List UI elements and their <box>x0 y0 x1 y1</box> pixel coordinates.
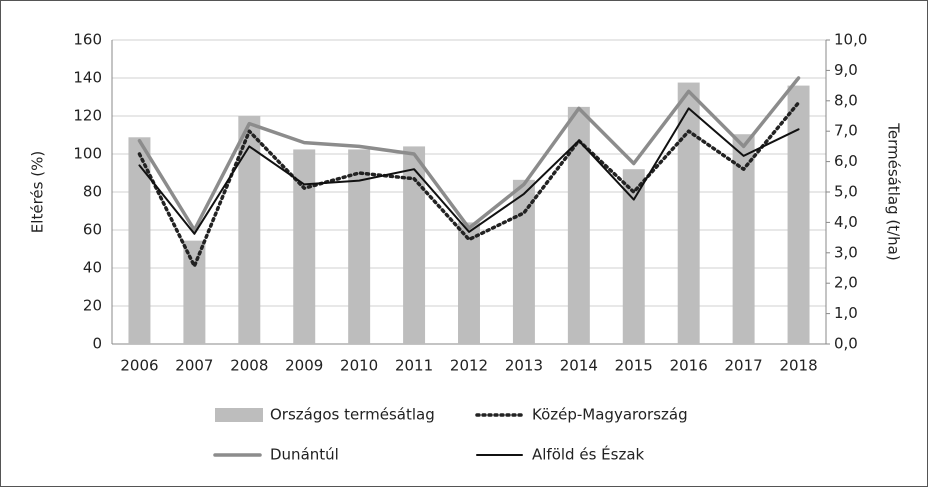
y-tick-label: 40 <box>83 259 102 277</box>
bar <box>403 146 426 344</box>
y2-axis-title: Termésátlag (t/ha) <box>885 122 903 260</box>
bar <box>128 137 151 344</box>
y-tick-label: 0 <box>92 335 102 353</box>
y2-tick-label: 9,0 <box>834 61 858 79</box>
x-tick-label: 2013 <box>505 357 543 375</box>
bar <box>293 149 316 344</box>
y2-tick-label: 6,0 <box>834 152 858 170</box>
y2-tick-label: 3,0 <box>834 243 858 261</box>
y-tick-label: 140 <box>73 69 102 87</box>
bar <box>787 85 810 344</box>
y2-tick-label: 7,0 <box>834 122 858 140</box>
x-tick-label: 2010 <box>340 357 378 375</box>
y2-tick-label: 8,0 <box>834 91 858 109</box>
bar <box>622 169 645 344</box>
y2-tick-label: 1,0 <box>834 304 858 322</box>
x-tick-label: 2006 <box>120 357 158 375</box>
legend-label: Dunántúl <box>270 446 339 464</box>
y2-tick-label: 2,0 <box>834 274 858 292</box>
x-tick-label: 2012 <box>450 357 488 375</box>
x-tick-label: 2008 <box>230 357 268 375</box>
bar <box>567 106 590 344</box>
y-tick-label: 20 <box>83 297 102 315</box>
bar <box>677 82 700 344</box>
x-tick-label: 2016 <box>670 357 708 375</box>
legend-label: Országos termésátlag <box>270 406 435 424</box>
bar <box>458 222 480 344</box>
bar <box>348 149 371 344</box>
line <box>137 100 801 268</box>
bar <box>238 116 261 344</box>
legend-label: Alföld és Észak <box>532 445 645 464</box>
y-tick-label: 160 <box>73 31 102 49</box>
y2-tick-label: 0,0 <box>834 335 858 353</box>
y2-tick-label: 5,0 <box>834 183 858 201</box>
y-axis-title: Eltérés (%) <box>29 151 47 233</box>
x-tick-label: 2009 <box>285 357 323 375</box>
bar <box>183 240 206 344</box>
x-tick-label: 2018 <box>779 357 817 375</box>
bar <box>732 134 755 344</box>
line <box>138 107 800 235</box>
x-tick-label: 2014 <box>560 357 598 375</box>
legend-swatch <box>215 408 263 422</box>
x-tick-label: 2011 <box>395 357 433 375</box>
y-tick-label: 100 <box>73 145 102 163</box>
y2-tick-label: 10,0 <box>834 31 867 49</box>
x-tick-label: 2017 <box>725 357 763 375</box>
bar <box>512 179 535 344</box>
x-tick-label: 2015 <box>615 357 653 375</box>
y-tick-label: 120 <box>73 107 102 125</box>
x-tick-label: 2007 <box>175 357 213 375</box>
legend-label: Közép-Magyarország <box>532 406 688 424</box>
y-tick-label: 60 <box>83 221 102 239</box>
line <box>137 76 801 232</box>
y2-tick-label: 4,0 <box>834 213 858 231</box>
y-tick-label: 80 <box>83 183 102 201</box>
